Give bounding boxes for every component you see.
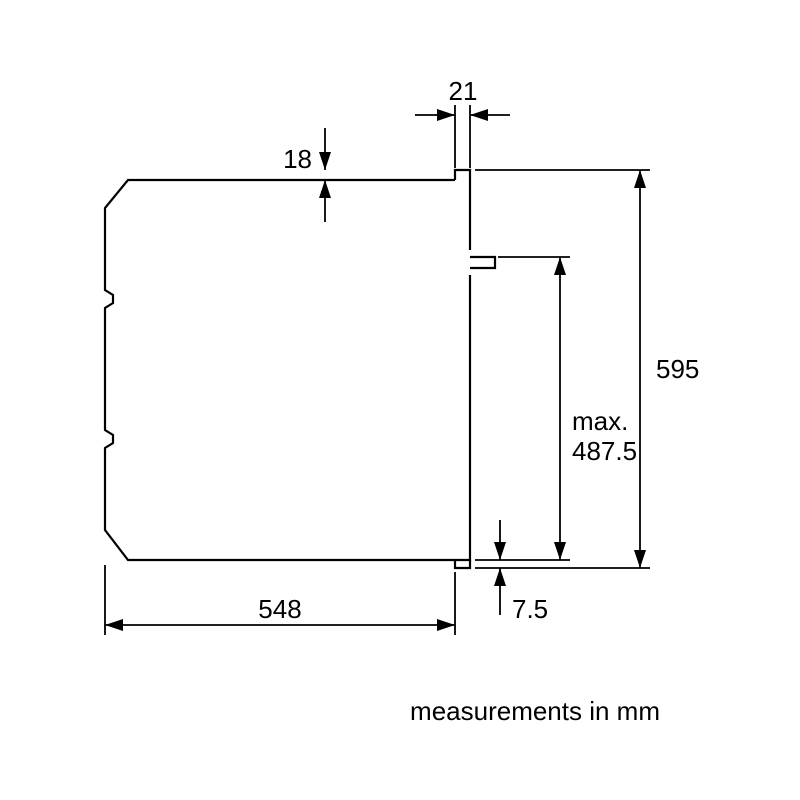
units-note: measurements in mm (410, 696, 660, 726)
dim-label-548: 548 (258, 594, 301, 624)
dimension-top-21: 21 (415, 76, 510, 168)
dim-label-487: 487.5 (572, 436, 637, 466)
technical-drawing: 548 595 max. 487.5 21 (0, 0, 800, 800)
dim-label-max: max. (572, 406, 628, 436)
dim-label-18: 18 (283, 144, 312, 174)
dim-label-7-5: 7.5 (512, 594, 548, 624)
dim-label-595: 595 (656, 354, 699, 384)
dimension-bottom-7-5: 7.5 (494, 520, 548, 624)
dimension-top-18: 18 (283, 128, 331, 222)
dimension-height-595: 595 (475, 170, 699, 568)
dimension-height-487: max. 487.5 (475, 257, 637, 560)
dimension-width-548: 548 (105, 565, 455, 635)
dim-label-21: 21 (449, 76, 478, 106)
appliance-outline (105, 170, 495, 568)
